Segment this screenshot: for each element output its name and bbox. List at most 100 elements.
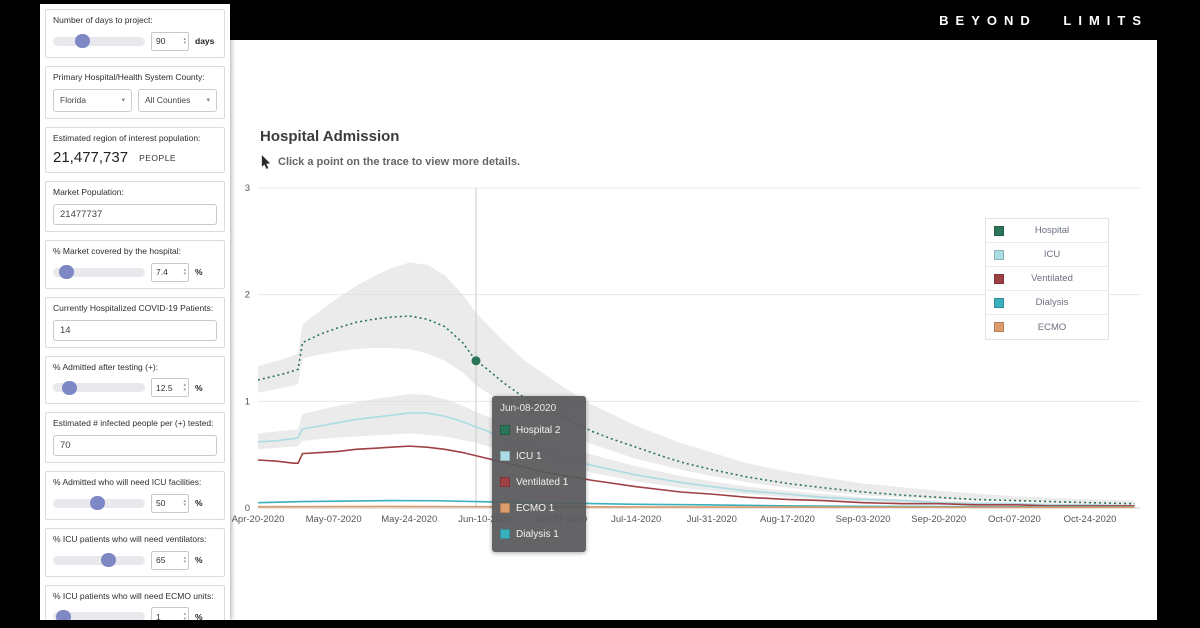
- tooltip-row: Dialysis 1: [500, 521, 578, 547]
- control-card: Primary Hospital/Health System County: Fl…: [45, 65, 225, 119]
- control-card: % Admitted who will need ICU facilities:…: [45, 471, 225, 520]
- slider[interactable]: [53, 496, 145, 511]
- legend-item-icu[interactable]: ICU: [986, 243, 1108, 267]
- number-input[interactable]: 7.4 ▴ ▾: [151, 262, 189, 282]
- slider-handle[interactable]: [100, 553, 116, 568]
- tooltip-row: Ventilated 1: [500, 469, 578, 495]
- selected-point-marker[interactable]: [471, 356, 481, 366]
- stepper-up-icon[interactable]: ▴: [183, 497, 186, 504]
- legend-swatch: [994, 297, 1004, 308]
- number-input[interactable]: 12.5 ▴ ▾: [151, 378, 189, 398]
- stepper-down-icon[interactable]: ▾: [183, 559, 186, 566]
- number-stepper[interactable]: ▴ ▾: [183, 268, 186, 277]
- x-tick-label: Jul-31-2020: [687, 514, 737, 525]
- number-value: 90: [156, 36, 166, 47]
- x-tick-label: May-07-2020: [306, 514, 362, 525]
- number-input[interactable]: 65 ▴ ▾: [151, 550, 189, 570]
- stepper-up-icon[interactable]: ▴: [183, 611, 186, 618]
- legend-item-ventilated[interactable]: Ventilated: [986, 267, 1108, 291]
- slider-handle[interactable]: [56, 609, 72, 620]
- select-value: Florida: [60, 95, 86, 106]
- control-label: % ICU patients who will need ventilators…: [53, 533, 207, 544]
- stepper-down-icon[interactable]: ▾: [183, 386, 186, 393]
- slider[interactable]: [53, 34, 145, 49]
- confidence-band: [258, 262, 1135, 505]
- number-value: 65: [156, 555, 166, 566]
- control-row: 12.5 ▴ ▾%: [53, 378, 217, 398]
- unit-label: %: [195, 611, 203, 620]
- slider-handle[interactable]: [62, 380, 78, 395]
- control-row: Florida ▾ All Counties ▾: [53, 88, 217, 112]
- slider[interactable]: [53, 265, 145, 280]
- tooltip-swatch: [500, 425, 510, 435]
- number-stepper[interactable]: ▴ ▾: [183, 37, 186, 46]
- text-input[interactable]: [53, 204, 217, 226]
- stepper-up-icon[interactable]: ▴: [183, 382, 186, 389]
- control-card: % ICU patients who will need ECMO units:…: [45, 584, 225, 620]
- legend-item-hospital[interactable]: Hospital: [986, 219, 1108, 243]
- y-tick-label: 2: [245, 290, 250, 301]
- select-0[interactable]: Florida ▾: [53, 88, 132, 112]
- unit-label: days: [195, 36, 215, 47]
- stepper-up-icon[interactable]: ▴: [183, 266, 186, 273]
- number-input[interactable]: 1 ▴ ▾: [151, 607, 189, 620]
- unit-label: %: [195, 498, 203, 509]
- stepper-down-icon[interactable]: ▾: [183, 271, 186, 278]
- number-stepper[interactable]: ▴ ▾: [183, 383, 186, 392]
- stepper-up-icon[interactable]: ▴: [183, 35, 186, 42]
- control-card: Number of days to project: 90 ▴ ▾ days: [45, 9, 225, 58]
- slider[interactable]: [53, 609, 145, 620]
- tooltip-label: Hospital 2: [516, 424, 561, 436]
- stepper-down-icon[interactable]: ▾: [183, 40, 186, 47]
- unit-label: %: [195, 267, 203, 278]
- legend-item-ecmo[interactable]: ECMO: [986, 315, 1108, 339]
- legend-swatch: [994, 225, 1004, 236]
- tooltip-label: Ventilated 1: [516, 476, 569, 488]
- sidebar: Number of days to project: 90 ▴ ▾ days Primar…: [40, 4, 230, 620]
- slider-handle[interactable]: [89, 496, 105, 511]
- cursor-icon: [261, 155, 271, 169]
- text-input[interactable]: [53, 319, 217, 341]
- tooltip-swatch: [500, 503, 510, 513]
- control-card: % ICU patients who will need ventilators…: [45, 527, 225, 577]
- stepper-down-icon[interactable]: ▾: [183, 502, 186, 509]
- control-card: Estimated region of interest population:…: [45, 126, 225, 174]
- control-row: 21,477,737 PEOPLE: [53, 149, 217, 166]
- chart-panel: Hospital Admission Click a point on the …: [230, 40, 1157, 620]
- control-label: Primary Hospital/Health System County:: [53, 71, 205, 82]
- tooltip-row: ICU 1: [500, 443, 578, 469]
- control-row: 1 ▴ ▾%: [53, 607, 217, 620]
- legend-item-dialysis[interactable]: Dialysis: [986, 291, 1108, 315]
- tooltip-swatch: [500, 529, 510, 539]
- control-card: Estimated # infected people per (+) test…: [45, 412, 225, 464]
- control-row: 90 ▴ ▾ days: [53, 31, 217, 51]
- text-input[interactable]: [53, 435, 217, 457]
- tooltip-date: Jun-08-2020: [500, 403, 557, 414]
- x-tick-label: Oct-07-2020: [988, 514, 1041, 525]
- chevron-down-icon: ▾: [121, 97, 125, 105]
- tooltip-swatch: [500, 451, 510, 461]
- legend-label: ECMO: [1037, 321, 1067, 333]
- chart-tooltip: Jun-08-2020 Hospital 2 ICU 1 Ventilated 1 E…: [492, 396, 586, 552]
- number-input[interactable]: 90 ▴ ▾: [151, 31, 189, 51]
- slider[interactable]: [53, 553, 145, 568]
- number-stepper[interactable]: ▴ ▾: [183, 612, 186, 620]
- control-label: Market Population:: [53, 187, 124, 198]
- control-row: [53, 204, 217, 226]
- number-value: 12.5: [156, 382, 173, 393]
- slider[interactable]: [53, 380, 145, 395]
- stepper-up-icon[interactable]: ▴: [183, 554, 186, 561]
- slider-handle[interactable]: [59, 265, 75, 280]
- slider-handle[interactable]: [74, 34, 90, 49]
- tooltip-row: ECMO 1: [500, 495, 578, 521]
- number-stepper[interactable]: ▴ ▾: [183, 499, 186, 508]
- control-card: Currently Hospitalized COVID-19 Patients…: [45, 296, 225, 348]
- series-line-ecmo[interactable]: [257, 505, 1135, 509]
- select-1[interactable]: All Counties ▾: [138, 88, 217, 112]
- number-input[interactable]: 50 ▴ ▾: [151, 493, 189, 513]
- stepper-down-icon[interactable]: ▾: [183, 615, 186, 620]
- control-label: % Admitted after testing (+):: [53, 361, 159, 372]
- legend-swatch: [994, 322, 1004, 332]
- unit-label: %: [195, 555, 203, 566]
- number-stepper[interactable]: ▴ ▾: [183, 554, 186, 566]
